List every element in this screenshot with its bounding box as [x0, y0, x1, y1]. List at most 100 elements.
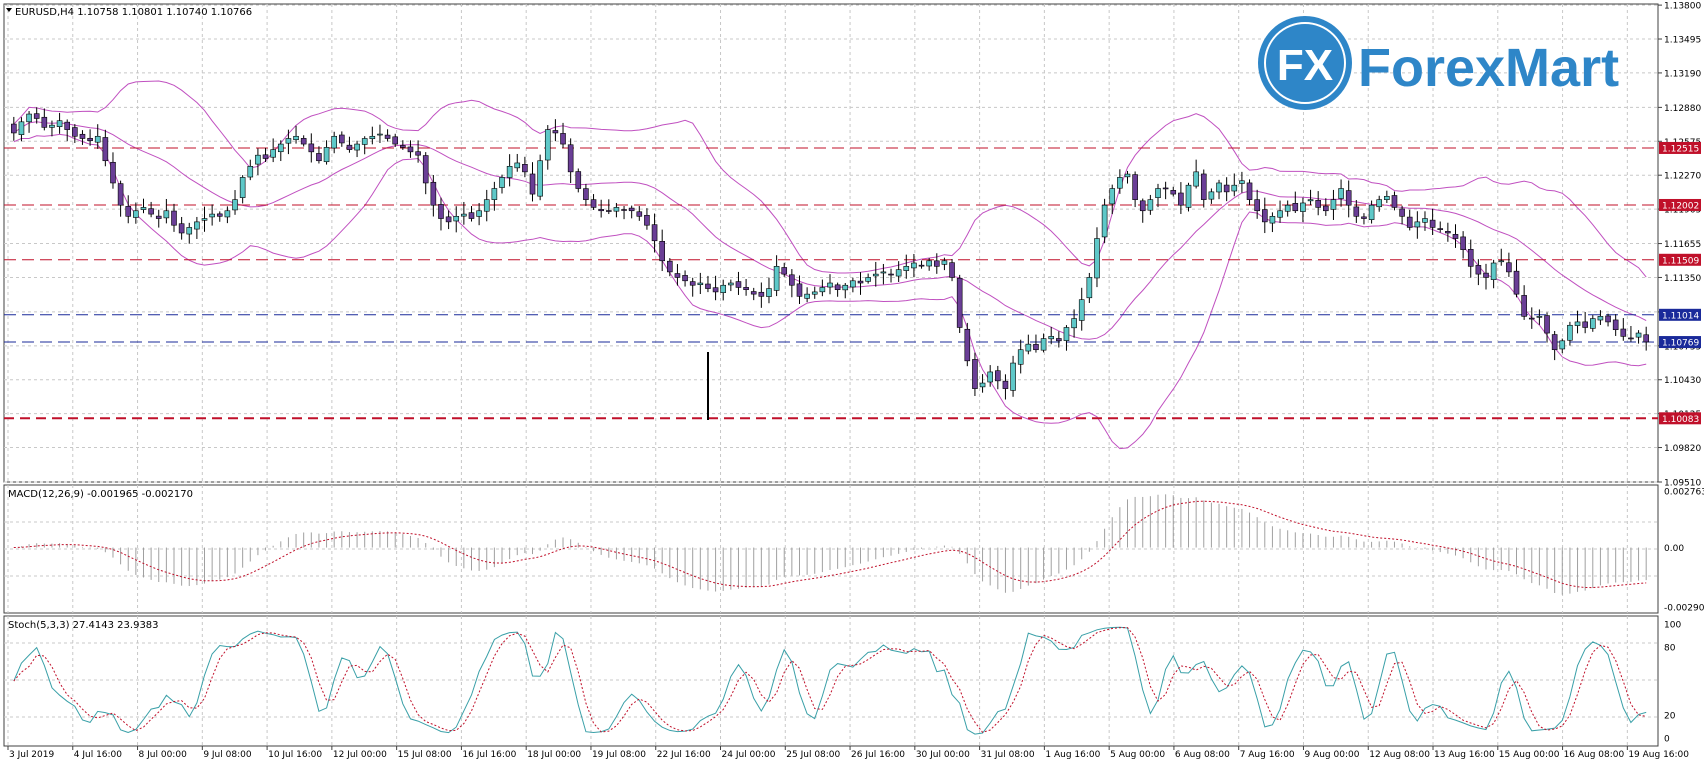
bb-upper — [13, 80, 1647, 278]
candle-body — [1178, 192, 1184, 206]
candle-body — [1414, 221, 1421, 228]
candle-body — [247, 165, 254, 178]
candle-body — [1284, 204, 1291, 212]
candle-body — [422, 155, 429, 184]
candle-body — [918, 264, 925, 267]
vertical-marker[interactable] — [707, 352, 709, 420]
candle-body — [926, 260, 932, 267]
candle-body — [1117, 177, 1123, 189]
candle-body — [461, 213, 467, 217]
grid-lines — [4, 4, 1658, 746]
candle-body — [766, 288, 772, 297]
time-axis-label: 16 Aug 08:00 — [1564, 750, 1625, 760]
time-axis-label: 9 Aug 00:00 — [1304, 750, 1359, 760]
candle-body — [1078, 299, 1085, 321]
candles — [11, 107, 1649, 400]
candle-body — [163, 210, 170, 219]
level-price-text: 1.11014 — [1662, 311, 1699, 321]
candle-body — [117, 183, 124, 206]
candle-body — [216, 213, 223, 217]
candle-body — [628, 207, 635, 212]
candle-body — [789, 274, 795, 286]
candle-body — [1139, 200, 1146, 212]
candle-body — [956, 277, 963, 328]
symbol-header: EURUSD,H4 1.10758 1.10801 1.10740 1.1076… — [15, 7, 252, 18]
candle-body — [1147, 199, 1154, 211]
candle-body — [1574, 321, 1581, 326]
candle-body — [110, 161, 116, 184]
time-axis-label: 12 Jul 00:00 — [333, 750, 387, 760]
price-axis-label: 1.13800 — [1664, 2, 1701, 12]
candle-body — [1246, 182, 1253, 200]
time-axis-label: 5 Aug 00:00 — [1110, 750, 1165, 760]
candle-body — [224, 210, 231, 218]
candle-body — [1429, 219, 1436, 228]
time-axis-label: 4 Jul 16:00 — [74, 750, 123, 760]
candle-body — [1040, 338, 1047, 351]
candle-body — [1300, 202, 1306, 212]
candle-body — [1498, 260, 1505, 263]
candle-body — [483, 199, 490, 212]
candle-body — [575, 171, 582, 189]
stoch-axis-label: 20 — [1664, 712, 1676, 722]
candle-body — [26, 113, 32, 123]
candle-body — [1475, 265, 1482, 275]
candle-body — [1597, 316, 1604, 321]
candle-body — [72, 127, 78, 137]
candle-body — [49, 124, 55, 128]
candle-body — [735, 281, 742, 288]
candle-body — [773, 266, 780, 291]
candle-body — [605, 210, 612, 212]
candle-body — [1536, 316, 1543, 318]
price-panel[interactable] — [3, 3, 1659, 483]
candle-body — [1361, 216, 1367, 219]
candle-body — [895, 269, 902, 277]
candle-body — [1551, 334, 1558, 351]
candle-body — [1345, 190, 1352, 206]
time-axis-label: 9 Jul 08:00 — [203, 750, 252, 760]
candle-body — [552, 130, 559, 134]
candle-body — [827, 282, 833, 288]
candle-body — [728, 282, 734, 286]
candle-body — [1460, 236, 1466, 250]
candle-body — [56, 120, 63, 127]
candle-body — [277, 143, 284, 153]
time-axis-label: 7 Aug 16:00 — [1240, 750, 1295, 760]
time-axis-label: 1 Aug 16:00 — [1045, 750, 1100, 760]
candle-body — [796, 283, 803, 297]
candle-body — [1612, 319, 1619, 331]
candle-body — [1208, 191, 1215, 200]
candle-body — [1506, 262, 1512, 273]
price-axis-label: 1.11350 — [1664, 274, 1701, 284]
candle-body — [1490, 262, 1497, 280]
candle-body — [1063, 327, 1070, 341]
candle-body — [1071, 318, 1077, 329]
level-price-text: 1.12515 — [1662, 144, 1699, 154]
candle-body — [1406, 216, 1413, 228]
stoch-panel[interactable] — [3, 615, 1659, 747]
candle-body — [987, 371, 993, 383]
candle-body — [1521, 295, 1527, 317]
candle-body — [384, 134, 391, 139]
time-axis: 3 Jul 2019 4 Jul 16:00 8 Jul 00:00 9 Jul 08… — [7, 746, 1689, 760]
candle-body — [522, 163, 528, 173]
candle-body — [1307, 199, 1314, 202]
candle-body — [1017, 349, 1024, 365]
time-axis-label: 6 Aug 08:00 — [1175, 750, 1230, 760]
candle-body — [1376, 199, 1383, 208]
candle-body — [1582, 321, 1588, 328]
candle-body — [87, 137, 93, 142]
candle-body — [506, 165, 513, 178]
candle-body — [1292, 203, 1299, 212]
candle-body — [865, 277, 871, 282]
dropdown-arrow-icon[interactable] — [6, 8, 12, 12]
time-axis-label: 30 Jul 00:00 — [916, 750, 970, 760]
candle-body — [933, 260, 940, 267]
candle-body — [201, 218, 208, 221]
candle-body — [1185, 184, 1192, 208]
candle-body — [743, 287, 749, 290]
candle-body — [171, 210, 177, 226]
candle-body — [285, 138, 292, 144]
